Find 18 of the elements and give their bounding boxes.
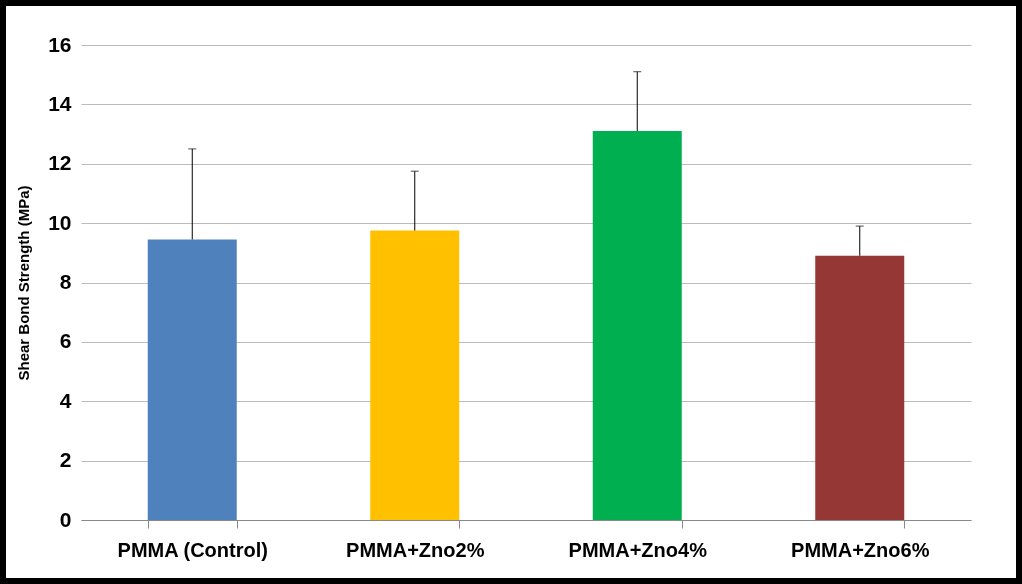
bar <box>147 239 237 520</box>
bar <box>815 255 905 520</box>
y-tick-label: 4 <box>59 388 72 412</box>
bar <box>370 230 460 520</box>
y-tick-label: 8 <box>59 270 72 293</box>
y-axis-title: Shear Bond Strength (MPa) <box>15 185 33 381</box>
x-tick-label: PMMA+Zno6% <box>791 538 930 561</box>
y-tick-label: 6 <box>59 329 72 353</box>
x-tick-label: PMMA+Zno4% <box>568 538 708 561</box>
y-tick-label: 10 <box>48 210 72 234</box>
y-tick-label: 0 <box>59 507 72 531</box>
y-tick-label: 14 <box>48 91 72 115</box>
y-tick-label: 16 <box>48 32 72 56</box>
y-tick-label: 12 <box>48 151 72 175</box>
bar <box>592 131 682 520</box>
x-tick-label: PMMA (Control) <box>117 538 268 561</box>
y-tick-label: 2 <box>59 448 72 472</box>
x-tick-label: PMMA+Zno2% <box>346 538 485 561</box>
